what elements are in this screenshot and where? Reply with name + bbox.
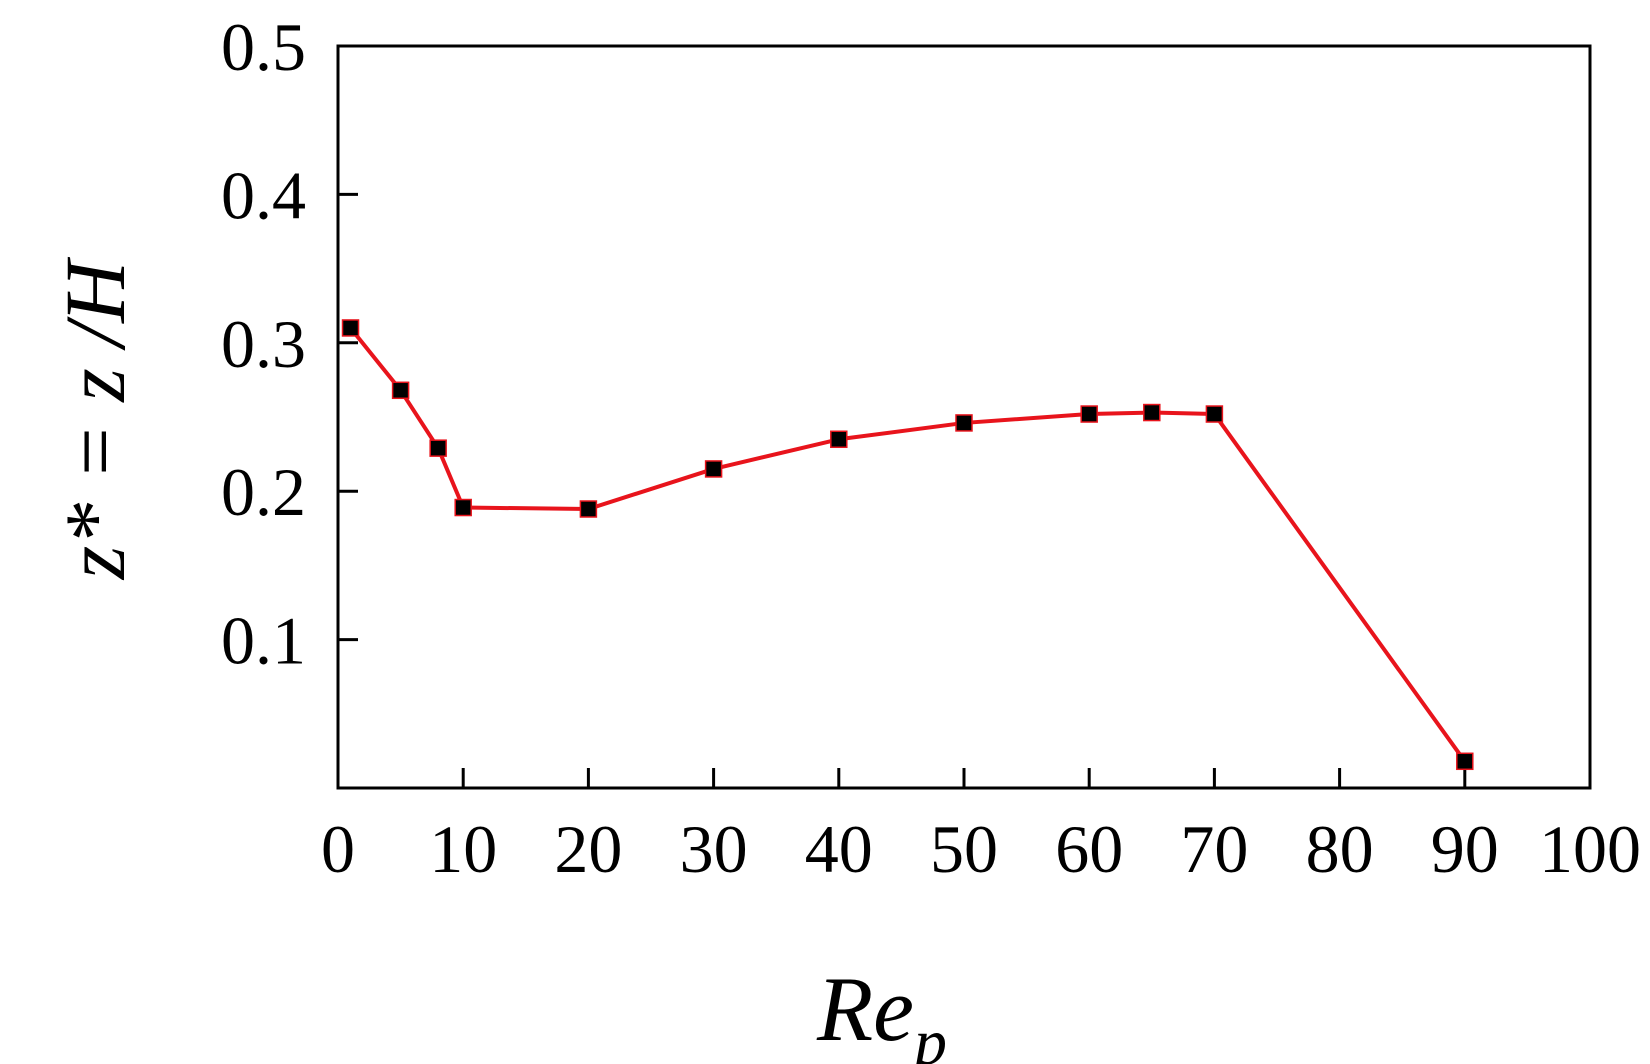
series-line: [348, 326, 1467, 763]
y-tick-label: 0.4: [221, 157, 306, 233]
x-tick-label: 20: [554, 811, 622, 887]
y-axis-label: z* = z /H: [47, 257, 143, 580]
data-point: [429, 439, 447, 457]
y-tick-label: 0.5: [221, 9, 306, 85]
x-tick-label: 100: [1539, 811, 1641, 887]
data-point: [1143, 403, 1161, 422]
x-axis-label: Rep: [816, 958, 947, 1064]
data-point: [1205, 405, 1224, 423]
data-point: [579, 500, 598, 518]
x-tick-label: 90: [1431, 811, 1499, 887]
x-tick-label: 70: [1180, 811, 1248, 887]
data-point: [1456, 752, 1474, 771]
data-point: [454, 498, 472, 517]
y-tick-label: 0.3: [221, 306, 306, 382]
x-tick-label: 40: [805, 811, 873, 887]
x-tick-label: 10: [429, 811, 497, 887]
x-tick-label: 0: [321, 811, 355, 887]
x-tick-label: 80: [1306, 811, 1374, 887]
x-axis-label-main: Re: [816, 958, 914, 1060]
x-axis-label-sub: p: [910, 1006, 947, 1064]
data-point: [391, 381, 410, 400]
y-tick-label: 0.2: [221, 454, 306, 530]
data-point: [704, 460, 723, 478]
x-tick-label: 30: [680, 811, 748, 887]
markers-group: [341, 319, 1474, 771]
y-axis-ticks: 0.1 0.2 0.3 0.4 0.5: [221, 9, 358, 679]
data-point: [830, 430, 848, 449]
x-axis-ticks: 0 10 20 30 40 50 60 70 80 90 100: [321, 768, 1641, 887]
data-point: [341, 319, 360, 337]
series-group: [348, 326, 1467, 763]
x-tick-label: 60: [1055, 811, 1123, 887]
y-tick-label: 0.1: [221, 603, 306, 679]
x-tick-label: 50: [930, 811, 998, 887]
data-point: [955, 414, 973, 432]
data-point: [1080, 405, 1098, 423]
